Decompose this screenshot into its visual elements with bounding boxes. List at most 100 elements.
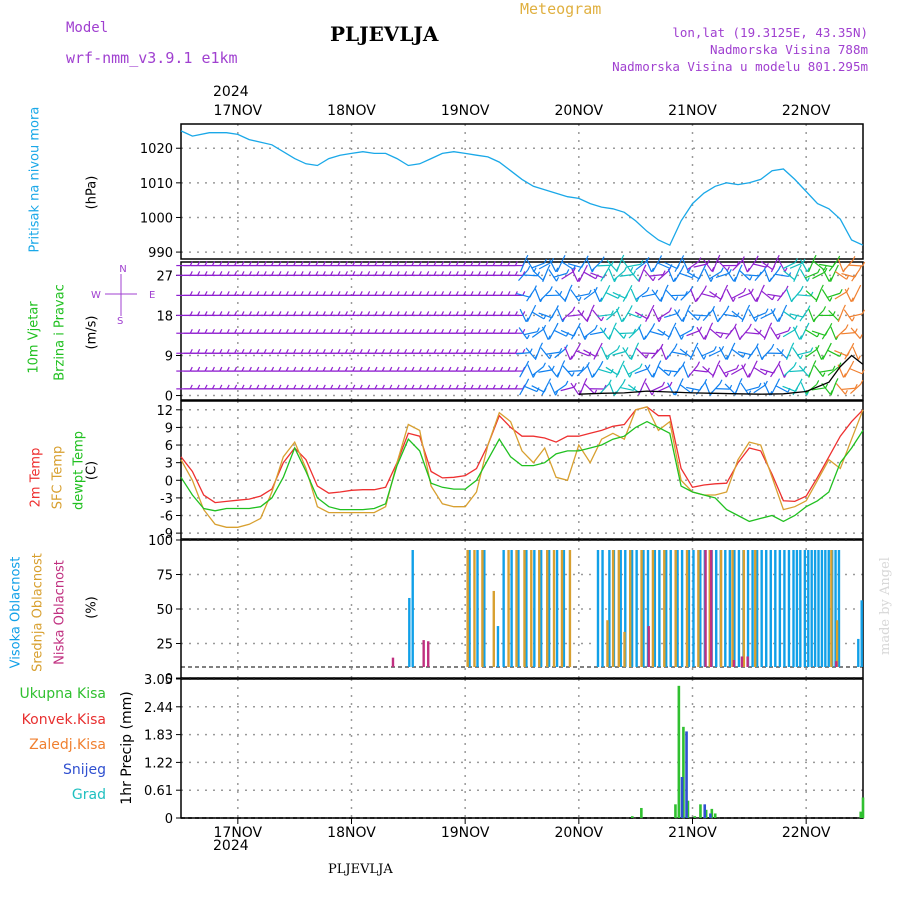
wind-barb-flag <box>263 291 267 296</box>
wind-barb-flag <box>710 277 714 282</box>
wind-barb-flag <box>514 328 518 334</box>
wind-barb-flag <box>278 384 282 390</box>
cloud-bar <box>538 550 541 667</box>
y-tick-label: 0 <box>165 474 173 489</box>
wind-barb <box>679 384 692 394</box>
wind-barb-flag <box>307 328 312 334</box>
wind-barb-flag <box>669 264 673 269</box>
cloud-bar <box>704 550 707 667</box>
wind-barb <box>627 367 641 376</box>
wind-barb-flag <box>455 384 459 390</box>
wind-barb <box>783 270 795 281</box>
wind-barb-flag <box>359 366 363 372</box>
wind-barb <box>673 309 683 322</box>
wind-barb-flag <box>234 328 238 334</box>
cloud-bar <box>640 550 643 667</box>
wind-barb-flag <box>189 261 193 266</box>
wind-barb-flag <box>706 259 710 265</box>
wind-barb-flag <box>661 381 666 387</box>
wind-barb-flag <box>743 287 747 293</box>
wind-barb-flag <box>440 311 445 316</box>
wind-barb-flag <box>711 267 715 272</box>
wind-barb-flag <box>315 366 319 372</box>
wind-barb-flag <box>248 328 252 334</box>
wind-barb-flag <box>703 334 707 340</box>
wind-barb-flag <box>761 284 765 290</box>
wind-barb <box>732 260 743 272</box>
wind-barb-flag <box>440 384 445 390</box>
wind-barb-flag <box>455 291 459 296</box>
wind-barb <box>715 272 730 279</box>
legend-conv-rain: Konvek.Kisa <box>21 712 106 728</box>
wind-barb-flag <box>211 366 215 372</box>
wind-barb-flag <box>485 348 489 354</box>
y-tick-label: 1.22 <box>144 756 173 771</box>
wind-barb <box>586 308 593 323</box>
wind-barb <box>635 347 647 359</box>
wind-barb <box>700 293 715 298</box>
wind-barb <box>834 350 848 357</box>
wind-barb-flag <box>344 384 348 390</box>
wind-barb-flag <box>470 291 474 296</box>
model-label: Model <box>66 20 109 36</box>
wind-barb-flag <box>293 366 297 372</box>
wind-barb-flag <box>433 261 437 266</box>
wind-barb-flag <box>433 366 437 372</box>
wind-barb <box>575 293 590 298</box>
wind-barb-flag <box>542 362 546 367</box>
wind-barb-flag <box>403 328 408 334</box>
wind-barb-flag <box>411 384 415 390</box>
wind-barb-flag <box>470 384 474 390</box>
wind-barb <box>622 364 631 378</box>
wind-barb-flag <box>559 348 563 353</box>
wind-barb-flag <box>322 271 326 276</box>
wind-barb-flag <box>820 284 824 290</box>
wind-barb-flag <box>293 311 297 316</box>
wind-barb-flag <box>396 384 400 390</box>
wind-barb-flag <box>204 271 208 276</box>
wind-barb-flag <box>784 267 788 273</box>
wind-barb-flag <box>278 291 282 296</box>
wind-barb-flag <box>668 307 672 312</box>
temp-line-0 <box>180 406 864 504</box>
wind-barb <box>615 364 623 378</box>
wind-barb-flag <box>396 311 400 316</box>
wind-barb <box>745 386 760 392</box>
legend-grad: Grad <box>71 787 106 803</box>
cloud-bar <box>653 550 657 667</box>
wind-barb-flag <box>652 323 656 328</box>
wind-barb-flag <box>492 384 496 390</box>
wind-barb <box>745 274 760 277</box>
wind-barb-flag <box>749 275 753 281</box>
wind-barb-flag <box>285 271 289 276</box>
wind-barb <box>826 292 841 299</box>
wind-barb-flag <box>197 348 201 354</box>
wind-barb-flag <box>500 366 504 372</box>
wind-barb-flag <box>571 372 575 377</box>
wind-barb-flag <box>640 259 644 265</box>
wind-barb-flag <box>463 348 467 354</box>
wind-barb <box>770 308 779 322</box>
cloud-bar <box>719 550 723 667</box>
cloud-bar <box>635 550 638 667</box>
wind-barb-flag <box>381 261 385 266</box>
wind-barb <box>523 331 538 336</box>
wind-barb-flag <box>800 285 804 291</box>
wind-barb-flag <box>248 311 252 316</box>
wind-barb-flag <box>241 291 245 296</box>
wind-barb-flag <box>630 266 634 272</box>
y-tick-label: 18 <box>156 309 173 324</box>
cloud-bar <box>835 661 838 667</box>
wind-barb-flag <box>477 271 481 276</box>
wind-barb <box>805 348 818 358</box>
precip-bar <box>710 808 714 818</box>
wind-barb <box>811 330 826 336</box>
wind-barb-flag <box>477 366 481 372</box>
wind-barb-flag <box>617 345 621 350</box>
wind-barb <box>782 385 796 393</box>
wind-barb-flag <box>577 342 581 348</box>
wind-barb-flag <box>555 305 559 310</box>
wind-barb-flag <box>500 328 504 334</box>
wind-barb-flag <box>426 291 430 296</box>
wind-barb-flag <box>396 348 400 354</box>
